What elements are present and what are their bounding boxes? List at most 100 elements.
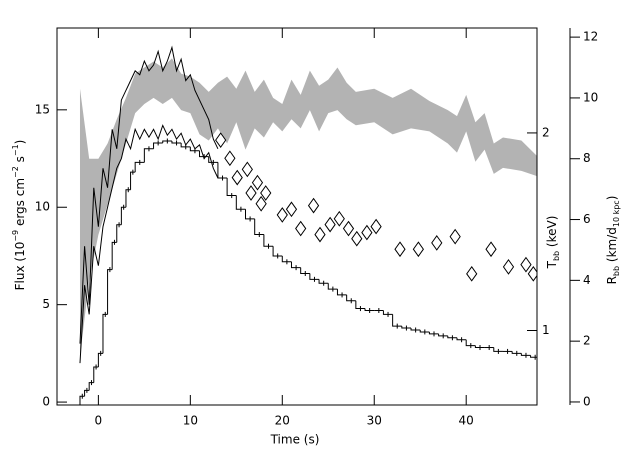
- flux-step: [493, 347, 503, 352]
- flux-step: [180, 142, 191, 148]
- r-axis-label-part: ): [605, 196, 619, 201]
- t-diamond: [314, 226, 326, 243]
- flux-step: [189, 146, 200, 152]
- t-diamond: [285, 201, 298, 218]
- flux-step: [171, 141, 182, 144]
- flux-step: [254, 218, 264, 236]
- r-tick-label: 4: [583, 273, 591, 287]
- t-axis-label-part: (keV): [545, 216, 559, 251]
- t-axis-label-part: T: [545, 260, 559, 269]
- flux-step: [102, 313, 108, 354]
- t-diamond: [251, 174, 264, 191]
- flux-step: [327, 283, 338, 290]
- x-tick-label: 40: [459, 414, 474, 428]
- t-diamond: [260, 185, 272, 201]
- flux-step: [290, 261, 301, 269]
- flux-step: [107, 269, 113, 315]
- y-tick-label: 15: [35, 102, 50, 116]
- flux-step: [134, 161, 145, 173]
- r-axis-label-part: R: [605, 276, 619, 284]
- flux-step: [346, 294, 356, 302]
- flux-step: [97, 352, 103, 368]
- t-diamond: [255, 195, 267, 212]
- y-axis-label-part: ergs cm: [13, 178, 27, 230]
- flux-step: [153, 142, 163, 149]
- r-tick-label: 8: [583, 151, 591, 165]
- t-tick-label: 1: [542, 323, 550, 337]
- y-tick-label: 0: [42, 395, 50, 409]
- flux-step: [116, 224, 122, 243]
- t-diamond: [245, 185, 257, 201]
- t-diamond: [485, 241, 497, 258]
- t-diamond: [431, 234, 443, 251]
- t-diamond: [231, 169, 243, 186]
- r-tick-label: 10: [583, 90, 598, 104]
- flux-step: [111, 241, 117, 270]
- flux-step: [520, 353, 531, 356]
- y-tick-label: 5: [42, 297, 50, 311]
- x-tick-label: 30: [367, 414, 382, 428]
- flux-step: [93, 366, 99, 383]
- x-tick-label: 10: [183, 414, 198, 428]
- t-diamond: [215, 132, 227, 149]
- y-axis-label-part: −9: [11, 230, 20, 242]
- flux-step: [263, 234, 274, 247]
- r-tick-label: 12: [583, 30, 598, 44]
- flux-step: [428, 331, 439, 335]
- y-axis-label-part: Flux (10: [13, 242, 27, 291]
- flux-step: [300, 267, 310, 274]
- t-diamond: [502, 259, 515, 275]
- t-diamond: [333, 210, 345, 227]
- r-axis-label-part: 10 kpc: [612, 200, 621, 227]
- r-tick-label: 6: [583, 212, 591, 226]
- flux-step: [245, 209, 255, 220]
- y-axis-label-part: −1: [11, 144, 20, 156]
- flux-line: [79, 45, 219, 344]
- y-axis-label-part: s: [13, 156, 27, 166]
- flux-step: [125, 189, 131, 208]
- r-tick-label: 0: [583, 394, 591, 408]
- t-diamond: [241, 161, 253, 178]
- y-axis-label-part: ): [13, 140, 27, 145]
- x-tick-label: 0: [95, 414, 103, 428]
- t-diamond: [351, 230, 363, 247]
- flux-step: [410, 328, 421, 331]
- t-diamond: [295, 220, 307, 237]
- flux-step: [336, 289, 347, 296]
- flux-step: [382, 310, 393, 315]
- x-tick-label: 20: [275, 414, 290, 428]
- plot-frame: [56, 27, 538, 406]
- y-tick-label: 10: [35, 200, 50, 214]
- flux-step: [474, 345, 485, 349]
- flux-step: [79, 395, 85, 405]
- t-diamond: [412, 241, 424, 258]
- t-diamond: [466, 265, 478, 282]
- t-diamond: [276, 207, 288, 223]
- flux-step: [235, 195, 246, 210]
- t-diamond: [394, 241, 406, 258]
- flux-step: [130, 171, 136, 190]
- flux-step: [162, 140, 172, 143]
- flux-step: [456, 337, 467, 341]
- flux-step: [226, 178, 237, 197]
- flux-step: [143, 148, 154, 163]
- flux-step: [217, 162, 228, 179]
- flux-step: [208, 156, 218, 163]
- flux-step: [447, 335, 457, 339]
- flux-step: [199, 150, 209, 158]
- flux-step: [392, 314, 402, 327]
- t-diamond: [370, 218, 382, 235]
- flux-step: [120, 206, 126, 225]
- t-diamond: [361, 224, 373, 241]
- r-axis-label-part: (km/d: [605, 227, 619, 266]
- flux-step: [88, 382, 94, 391]
- flux-step: [401, 326, 412, 329]
- t-diamond: [324, 216, 336, 233]
- t-diamond: [342, 220, 355, 237]
- flux-step: [272, 246, 283, 257]
- r-axis-label-part: bb: [612, 266, 621, 276]
- t-diamond: [520, 256, 532, 273]
- x-axis-label: Time (s): [270, 433, 320, 447]
- flux-step: [364, 308, 375, 312]
